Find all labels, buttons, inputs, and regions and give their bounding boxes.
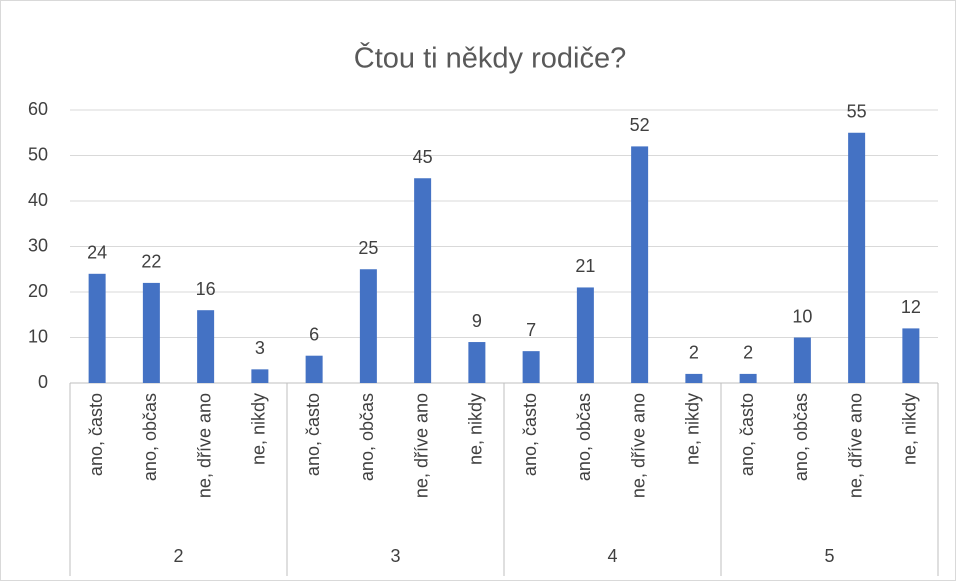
x-tick-label: ne, dříve ano	[411, 393, 431, 498]
value-label: 55	[847, 102, 867, 122]
bar	[576, 287, 594, 383]
x-tick-label: ne, nikdy	[683, 393, 703, 465]
value-label: 25	[358, 238, 378, 258]
bar	[88, 273, 106, 383]
x-tick-label: ne, dříve ano	[194, 393, 214, 498]
chart-title: Čtou ti někdy rodiče?	[354, 41, 626, 75]
x-tick-label: ano, často	[303, 393, 323, 476]
value-label: 6	[309, 324, 319, 344]
value-label: 45	[413, 147, 433, 167]
value-label: 10	[792, 306, 812, 326]
value-label: 16	[196, 279, 216, 299]
y-tick-label: 0	[38, 372, 48, 392]
bar	[739, 373, 757, 383]
bar	[793, 337, 811, 383]
bar	[251, 369, 269, 383]
x-tick-label: ne, dříve ano	[845, 393, 865, 498]
bar	[848, 132, 866, 383]
x-tick-label: ano, občas	[140, 393, 160, 481]
bar	[685, 373, 703, 383]
x-tick-label: ano, občas	[791, 393, 811, 481]
x-tick-label: ano, často	[520, 393, 540, 476]
bar	[631, 146, 649, 383]
x-tick-label: ano, občas	[574, 393, 594, 481]
bar	[142, 282, 160, 383]
group-label: 2	[173, 546, 183, 566]
value-label: 7	[526, 320, 536, 340]
x-tick-label: ano, občas	[357, 393, 377, 481]
x-tick-label: ne, dříve ano	[628, 393, 648, 498]
y-tick-label: 20	[28, 281, 48, 301]
value-label: 2	[743, 343, 753, 363]
bar	[522, 351, 540, 383]
x-tick-label: ano, často	[86, 393, 106, 476]
bar	[468, 342, 486, 383]
group-label: 5	[824, 546, 834, 566]
x-tick-label: ne, nikdy	[249, 393, 269, 465]
bar	[359, 269, 377, 383]
bar	[305, 355, 323, 383]
bar	[414, 178, 432, 383]
y-tick-label: 30	[28, 235, 48, 255]
x-tick-label: ne, nikdy	[900, 393, 920, 465]
value-label: 2	[689, 343, 699, 363]
value-label: 24	[87, 243, 107, 263]
y-tick-label: 60	[28, 99, 48, 119]
y-tick-label: 50	[28, 144, 48, 164]
value-label: 9	[472, 311, 482, 331]
group-label: 3	[390, 546, 400, 566]
x-tick-label: ano, často	[737, 393, 757, 476]
y-tick-label: 40	[28, 190, 48, 210]
value-label: 21	[575, 256, 595, 276]
value-label: 12	[901, 297, 921, 317]
x-tick-label: ne, nikdy	[466, 393, 486, 465]
bar	[902, 328, 920, 383]
value-label: 3	[255, 338, 265, 358]
value-label: 52	[630, 115, 650, 135]
bar	[197, 310, 215, 383]
value-label: 22	[141, 252, 161, 272]
group-label: 4	[607, 546, 617, 566]
y-tick-label: 10	[28, 326, 48, 346]
